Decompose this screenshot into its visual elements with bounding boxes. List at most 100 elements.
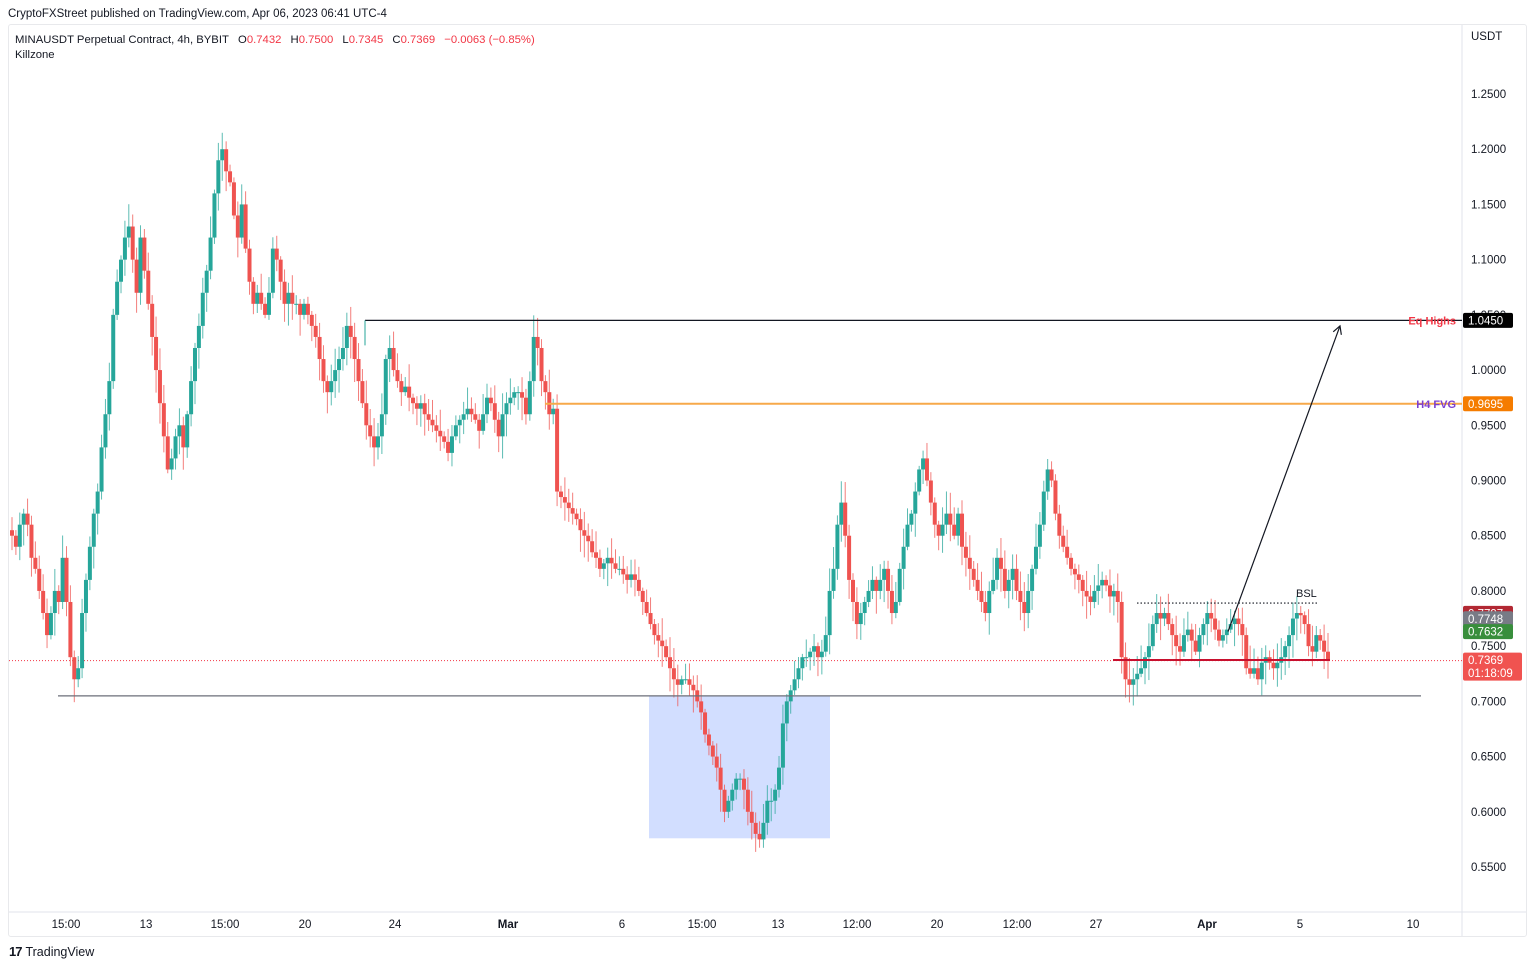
candle-body <box>640 590 645 602</box>
open-label: O <box>238 34 247 46</box>
candle-body <box>255 292 260 304</box>
candle-body <box>119 259 124 282</box>
candle-body <box>150 303 155 337</box>
candle-body <box>1014 568 1019 591</box>
candle-body <box>263 303 268 315</box>
candle-body <box>64 557 69 602</box>
candle-body <box>274 248 279 260</box>
candle-body <box>465 408 470 415</box>
candle-body <box>368 425 373 437</box>
candle-body <box>107 381 112 415</box>
candle-body <box>621 568 626 575</box>
candle-body <box>722 789 727 812</box>
time-tick: 24 <box>389 919 402 931</box>
candle-body <box>952 524 957 536</box>
price-tick: 1.1000 <box>1471 255 1506 267</box>
time-tick: 5 <box>1297 919 1303 931</box>
candle-body <box>259 292 264 304</box>
symbol-title[interactable]: MINAUSDT Perpetual Contract, 4h, BYBIT <box>15 34 229 46</box>
low-value: 0.7345 <box>348 34 384 46</box>
candle-body <box>181 425 186 448</box>
open-value: 0.7432 <box>246 34 282 46</box>
time-tick: 27 <box>1090 919 1103 931</box>
bsl-label: BSL <box>1296 588 1317 600</box>
candle-body <box>134 259 139 293</box>
candle-body <box>1111 590 1116 597</box>
time-tick: Mar <box>498 919 519 931</box>
candle-body <box>551 408 556 415</box>
candle-body <box>496 419 501 437</box>
candle-body <box>1220 635 1225 641</box>
candle-body <box>387 347 392 360</box>
candle-body <box>901 546 906 569</box>
candle-body <box>243 204 248 249</box>
candle-body <box>87 546 92 580</box>
candle-body <box>757 833 762 840</box>
candle-body <box>971 568 976 580</box>
arrow-head-icon <box>1332 324 1342 335</box>
candle-body <box>636 579 641 591</box>
candle-body <box>897 568 902 602</box>
candle-body <box>95 491 100 514</box>
eq-highs-label: Eq Highs <box>1408 315 1456 327</box>
candle-body <box>142 237 147 271</box>
candle-body <box>979 590 984 602</box>
candle-body <box>1166 613 1171 625</box>
candle-body <box>699 701 704 713</box>
candle-body <box>60 557 65 602</box>
candle-body <box>286 292 291 304</box>
price-tick: 0.7500 <box>1471 641 1506 653</box>
candle-body <box>1240 624 1245 636</box>
candle-body <box>157 370 162 404</box>
candle-body <box>298 303 303 315</box>
candle-body <box>426 414 431 420</box>
killzone-box[interactable] <box>649 695 830 839</box>
indicator-killzone[interactable]: Killzone <box>15 49 55 61</box>
candle-body <box>909 513 914 525</box>
candle-body <box>383 359 388 415</box>
candle-body <box>251 281 256 304</box>
high-value: 0.7500 <box>298 34 334 46</box>
candle-body <box>1119 601 1124 658</box>
candle-body <box>352 336 357 360</box>
candle-body <box>765 800 770 823</box>
candle-body <box>337 359 342 371</box>
candle-body <box>270 248 275 293</box>
candle-body <box>671 668 676 680</box>
candle-body <box>321 359 326 382</box>
candle-body <box>520 392 525 398</box>
candle-body <box>679 679 684 685</box>
candle-body <box>488 397 493 404</box>
candle-body <box>527 381 532 415</box>
candle-body <box>356 359 361 382</box>
candle-body <box>874 579 879 591</box>
candle-body <box>1049 469 1054 481</box>
projection-arrow[interactable] <box>1227 325 1341 632</box>
change-value: −0.0063 (−0.85%) <box>444 34 535 46</box>
candle-body <box>703 712 708 735</box>
h4-fvg-label: H4 FVG <box>1416 399 1456 411</box>
price-tick: 0.9000 <box>1471 476 1506 488</box>
candle-body <box>1283 646 1288 658</box>
candle-body <box>395 370 400 382</box>
chart-legend: MINAUSDT Perpetual Contract, 4h, BYBIT O… <box>15 33 535 63</box>
candle-body <box>302 303 307 315</box>
candle-body <box>960 513 965 547</box>
candle-body <box>1275 662 1280 669</box>
candle-body <box>364 403 369 426</box>
tradingview-logo[interactable]: 17 TradingView <box>9 944 94 959</box>
candle-body <box>56 590 61 602</box>
candle-body <box>1244 635 1249 669</box>
candle-body <box>204 270 209 293</box>
candle-body <box>1314 635 1319 652</box>
candle-body <box>998 557 1003 569</box>
candle-body <box>555 408 560 492</box>
candle-body <box>477 419 482 431</box>
candle-body <box>80 613 85 669</box>
candle-body <box>317 336 322 360</box>
candle-body <box>594 552 599 558</box>
candle-body <box>1092 590 1097 602</box>
candle-body <box>422 403 427 415</box>
candle-body <box>1115 590 1120 602</box>
